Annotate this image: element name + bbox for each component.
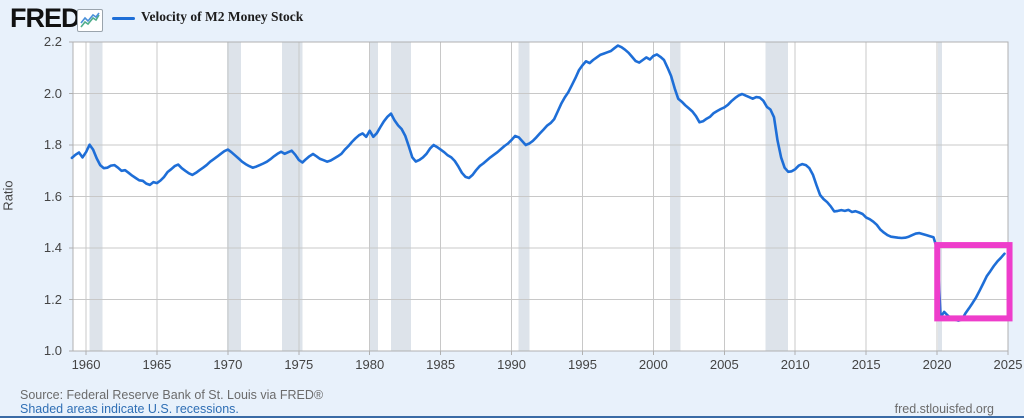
fred-site-url: fred.stlouisfed.org [894,402,994,416]
legend-series-label: Velocity of M2 Money Stock [141,9,304,24]
legend-line-swatch [112,17,135,20]
fred-logo: FRED® [10,3,85,38]
highlight-annotation-box [934,242,1013,322]
y-axis-title: Ratio [0,180,16,211]
line-chart-sparkline-icon [77,9,103,32]
data-line-velocity-of-m2-money-stock [70,44,1006,322]
recession-note-link[interactable]: Shaded areas indicate U.S. recessions. [20,402,239,416]
source-attribution: Source: Federal Reserve Bank of St. Loui… [20,388,324,402]
fred-logo-text: FRED [10,3,80,33]
